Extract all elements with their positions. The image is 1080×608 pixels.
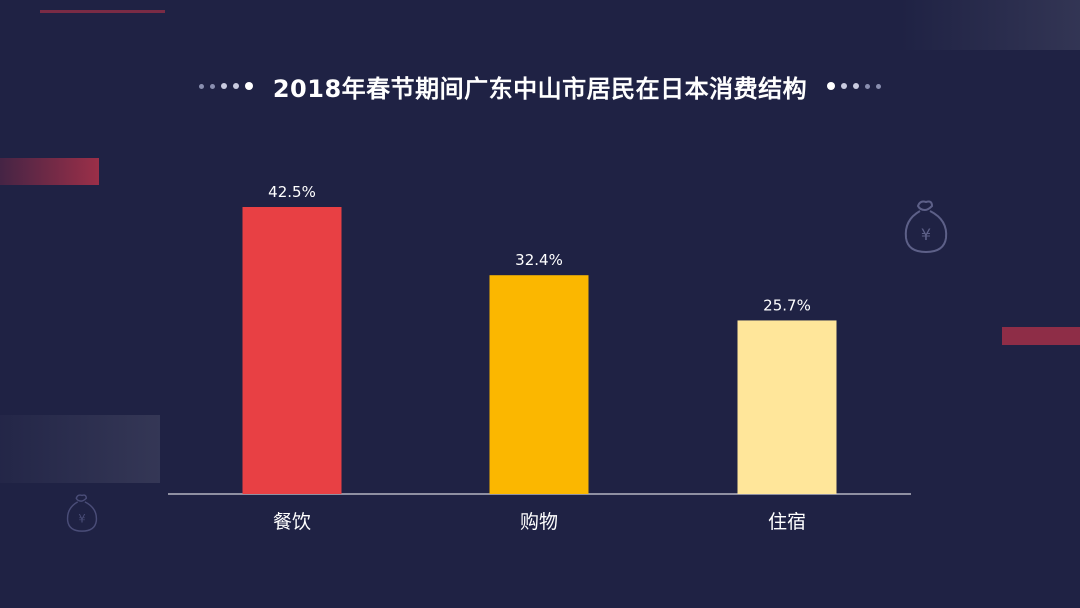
category-label: 餐饮	[273, 511, 311, 533]
money-bag-icon: ¥	[66, 494, 98, 532]
bar-value-label: 32.4%	[515, 251, 563, 269]
money-bag-yen-symbol: ¥	[921, 225, 931, 244]
top-right-faded-panel	[900, 0, 1080, 50]
left-faded-panel	[0, 415, 160, 483]
title-bar: 2018年春节期间广东中山市居民在日本消费结构	[0, 62, 1080, 110]
category-label: 住宿	[768, 511, 806, 533]
bar-2	[489, 275, 589, 494]
chart-title: 2018年春节期间广东中山市居民在日本消费结构	[272, 74, 808, 103]
bar-3	[737, 320, 837, 494]
top-left-accent-line	[40, 10, 165, 13]
money-bag-yen-symbol: ¥	[78, 512, 85, 526]
right-red-stripe	[1002, 327, 1080, 345]
title-left-dots	[198, 82, 253, 90]
bar-value-label: 25.7%	[763, 296, 811, 314]
category-label: 购物	[520, 511, 558, 533]
left-red-stripe	[0, 158, 99, 185]
title-right-dots	[827, 82, 882, 90]
money-bag-icon: ¥	[904, 200, 948, 254]
bar-value-label: 42.5%	[268, 183, 316, 201]
bar-1	[242, 207, 342, 494]
